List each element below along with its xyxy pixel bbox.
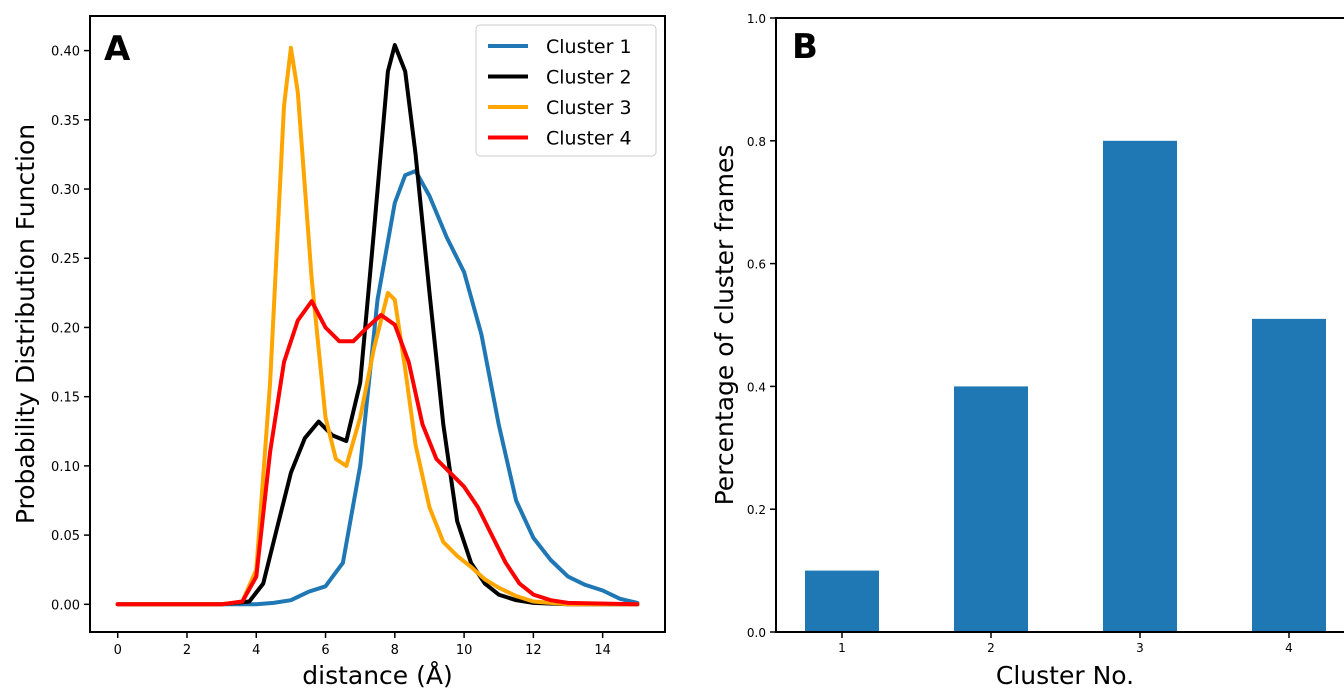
panel-b-x-ticks: 1 2 3 4	[838, 632, 1293, 655]
panel-b-x-axis-label: Cluster No.	[996, 661, 1134, 689]
x-tick-label: 2	[183, 643, 191, 658]
x-tick-label: 10	[456, 643, 473, 658]
x-tick-label: 1	[838, 641, 846, 655]
x-tick-label: 2	[987, 641, 995, 655]
panel-a-axes-frame	[89, 15, 666, 633]
x-tick-label: 4	[1285, 641, 1293, 655]
panel-b-bar-chart: 1 2 3 4 0.0 0.2 0.4 0.6 0.8 1.0 B Cluster No. Pe…	[710, 12, 1344, 689]
panel-a-line-chart: 0 2 4 6 8 10 12 14 0.00 0.05 0.10 0.15 0.20 0.25 0.30…	[11, 15, 666, 689]
legend-label-cluster-4: Cluster 4	[546, 128, 632, 150]
legend-box	[475, 24, 657, 157]
panel-a-series-group	[115, 43, 640, 607]
bar-cluster-1	[805, 570, 879, 632]
y-tick-label: 0.40	[51, 45, 80, 60]
x-tick-label: 14	[594, 643, 611, 658]
panel-a-x-axis-label: distance (Å)	[302, 661, 453, 689]
y-tick-label: 0.15	[51, 391, 80, 406]
bar-cluster-2	[954, 386, 1028, 632]
panel-a-y-axis-label: Probability Distribution Function	[11, 124, 40, 524]
panel-a-letter: A	[104, 29, 131, 69]
bar-cluster-4	[1252, 318, 1326, 632]
x-tick-label: 0	[114, 643, 122, 658]
panel-b-axes-frame	[775, 17, 1344, 633]
panel-b-letter: B	[792, 27, 818, 67]
y-tick-label: 0.30	[51, 183, 80, 198]
y-tick-label: 0.20	[51, 321, 80, 336]
x-tick-label: 4	[252, 643, 260, 658]
y-tick-label: 0.8	[747, 135, 766, 149]
y-tick-label: 0.05	[51, 529, 80, 544]
y-tick-label: 0.25	[51, 252, 80, 267]
legend-label-cluster-3: Cluster 3	[546, 97, 632, 119]
y-tick-label: 0.00	[51, 598, 80, 613]
panel-b-y-ticks: 0.0 0.2 0.4 0.6 0.8 1.0	[747, 12, 776, 640]
y-tick-label: 0.6	[747, 258, 766, 272]
panel-a-legend: Cluster 1 Cluster 2 Cluster 3 Cluster 4	[475, 24, 657, 157]
x-tick-label: 6	[321, 643, 329, 658]
bar-cluster-3	[1103, 140, 1177, 633]
series-line-cluster-1	[115, 169, 640, 607]
y-tick-label: 0.2	[747, 503, 766, 517]
panel-b-bars-group	[805, 140, 1326, 633]
x-tick-label: 8	[391, 643, 399, 658]
y-tick-label: 0.35	[51, 114, 80, 129]
legend-label-cluster-2: Cluster 2	[546, 67, 632, 89]
panel-a-x-ticks: 0 2 4 6 8 10 12 14	[114, 632, 611, 658]
series-line-cluster-2	[115, 43, 640, 607]
series-line-cluster-4	[115, 299, 640, 607]
panel-b-y-axis-label: Percentage of cluster frames	[710, 145, 739, 506]
y-tick-label: 0.4	[747, 380, 766, 394]
series-line-cluster-3	[115, 45, 640, 607]
x-tick-label: 3	[1136, 641, 1144, 655]
panel-a-y-ticks: 0.00 0.05 0.10 0.15 0.20 0.25 0.30 0.35 0.40	[51, 45, 90, 613]
y-tick-label: 0.0	[747, 626, 766, 640]
y-tick-label: 1.0	[747, 12, 766, 26]
y-tick-label: 0.10	[51, 460, 80, 475]
legend-label-cluster-1: Cluster 1	[546, 36, 632, 58]
x-tick-label: 12	[525, 643, 542, 658]
